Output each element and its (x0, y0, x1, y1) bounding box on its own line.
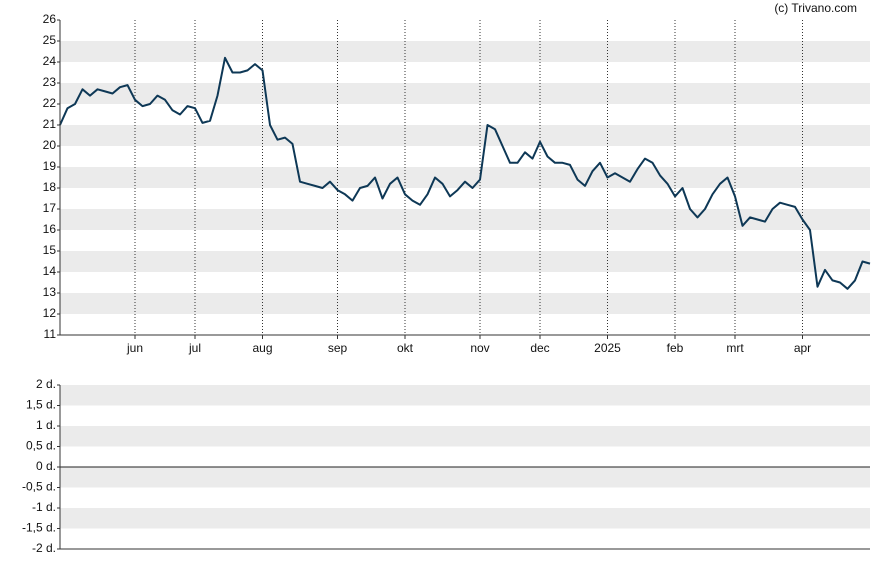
y-tick-label: 19 (43, 159, 57, 173)
y-tick-label: 11 (44, 327, 57, 341)
y-tick-label: -1,5 d. (22, 521, 56, 535)
y-tick-label: 1,5 d. (26, 398, 56, 412)
grid-band (60, 251, 870, 272)
x-tick-label: jul (188, 341, 201, 355)
y-tick-label: 24 (43, 54, 57, 68)
y-tick-label: 18 (43, 180, 57, 194)
y-tick-label: 12 (43, 306, 57, 320)
grid-band (60, 293, 870, 314)
x-tick-label: jun (126, 341, 143, 355)
x-tick-label: dec (530, 341, 549, 355)
x-tick-label: okt (397, 341, 414, 355)
y-tick-label: 16 (43, 222, 57, 236)
grid-band (60, 167, 870, 188)
grid-band (60, 83, 870, 104)
y-tick-label: 17 (43, 201, 57, 215)
x-tick-label: apr (794, 341, 811, 355)
y-tick-label: 15 (43, 243, 57, 257)
x-tick-label: feb (667, 341, 684, 355)
grid-band (60, 508, 870, 529)
grid-band (60, 41, 870, 62)
y-tick-label: 22 (43, 96, 57, 110)
y-tick-label: 1 d. (36, 418, 56, 432)
y-tick-label: 14 (43, 264, 57, 278)
y-tick-label: 0 d. (36, 459, 56, 473)
y-tick-label: 25 (43, 33, 57, 47)
x-tick-label: 2025 (594, 341, 621, 355)
y-tick-label: 20 (43, 138, 57, 152)
x-tick-label: mrt (726, 341, 744, 355)
grid-band (60, 467, 870, 488)
y-tick-label: -1 d. (32, 500, 56, 514)
y-tick-label: 13 (43, 285, 57, 299)
y-tick-label: 21 (43, 117, 57, 131)
y-tick-label: 0,5 d. (26, 439, 56, 453)
y-tick-label: 26 (43, 12, 57, 26)
x-tick-label: nov (470, 341, 489, 355)
x-tick-label: sep (328, 341, 348, 355)
y-tick-label: -2 d. (32, 541, 56, 555)
y-tick-label: -0,5 d. (22, 480, 56, 494)
x-tick-label: aug (252, 341, 272, 355)
y-tick-label: 23 (43, 75, 57, 89)
grid-band (60, 125, 870, 146)
y-tick-label: 2 d. (36, 377, 56, 391)
grid-band (60, 385, 870, 406)
price-line (59, 56, 871, 290)
grid-band (60, 426, 870, 447)
copyright: (c) Trivano.com (774, 1, 857, 15)
